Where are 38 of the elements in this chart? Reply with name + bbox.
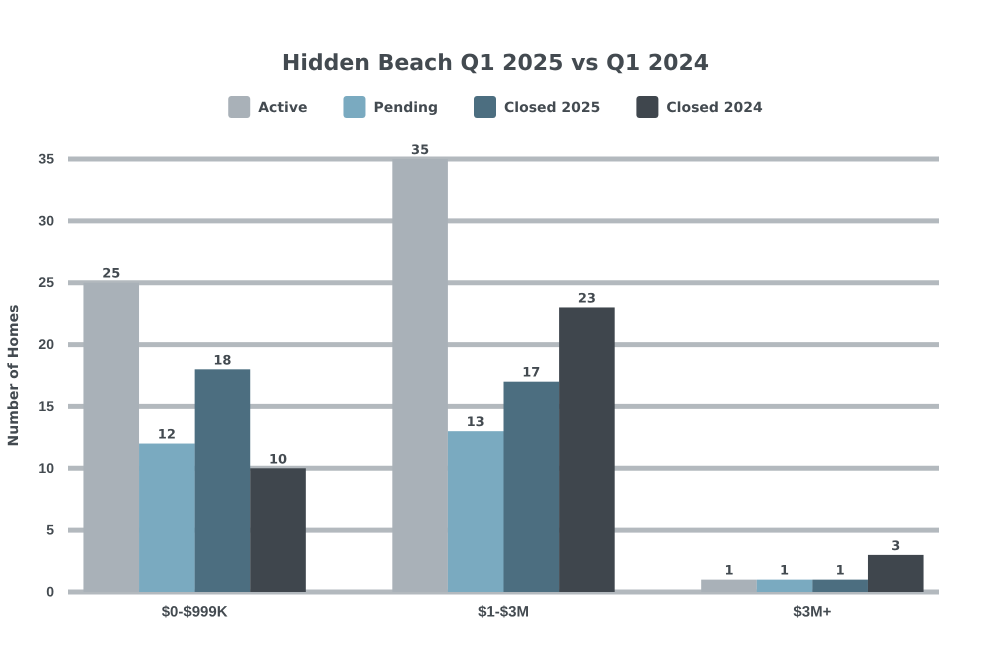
data-label: 18 [213, 353, 232, 368]
bar [250, 468, 306, 592]
data-label: 17 [522, 366, 540, 381]
chart-title: Hidden Beach Q1 2025 vs Q1 2024 [282, 51, 710, 76]
data-label: 12 [158, 428, 176, 443]
bar [139, 444, 195, 592]
y-tick-label: 10 [38, 460, 54, 476]
y-tick-label: 5 [46, 522, 54, 538]
x-tick-label: $1-$3M [478, 604, 529, 621]
data-label: 23 [578, 291, 596, 306]
legend-label: Active [258, 100, 308, 116]
legend-label: Pending [373, 100, 438, 116]
x-tick-label: $3M+ [793, 604, 832, 621]
data-label: 25 [102, 266, 120, 282]
data-label: 1 [780, 564, 790, 579]
y-axis-title: Number of Homes [6, 304, 22, 446]
bar [868, 554, 924, 592]
data-label: 35 [411, 143, 430, 158]
y-tick-label: 20 [38, 336, 54, 352]
x-tick-label: $0-$999K [162, 604, 228, 621]
data-label: 13 [466, 415, 485, 430]
data-label: 3 [891, 538, 900, 554]
bar [812, 580, 868, 592]
bar [504, 382, 560, 592]
bar [559, 307, 615, 592]
bar [756, 580, 812, 592]
data-label: 1 [836, 564, 845, 579]
y-tick-label: 0 [46, 583, 54, 600]
data-label: 1 [724, 564, 734, 579]
bar [194, 369, 250, 592]
legend-label: Closed 2024 [666, 100, 764, 116]
y-tick-label: 35 [38, 150, 54, 166]
y-tick-label: 25 [38, 274, 54, 290]
y-tick-label: 15 [38, 398, 54, 414]
legend-label: Closed 2025 [504, 100, 600, 116]
y-tick-label: 30 [38, 212, 54, 228]
data-label: 10 [268, 452, 288, 468]
bar [448, 431, 504, 592]
